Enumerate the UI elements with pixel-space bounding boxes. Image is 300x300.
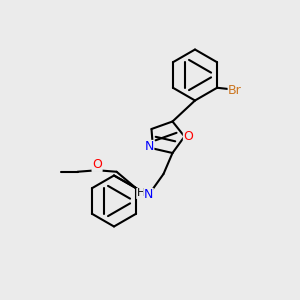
Text: N: N: [144, 140, 154, 154]
Text: O: O: [184, 130, 193, 143]
Text: Br: Br: [228, 84, 242, 97]
Text: N: N: [144, 188, 153, 202]
Text: H: H: [137, 188, 145, 199]
Text: O: O: [92, 158, 102, 171]
